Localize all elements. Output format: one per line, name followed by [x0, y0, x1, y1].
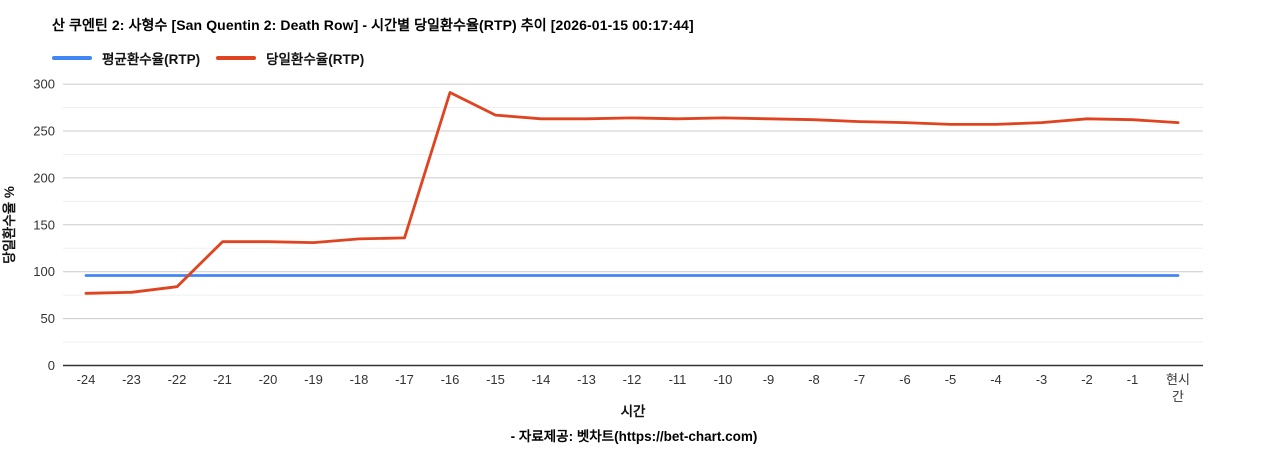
x-tick-label: -17 — [395, 372, 414, 387]
chart-legend: 평균환수율(RTP) 당일환수율(RTP) — [52, 48, 364, 68]
x-tick-label: -18 — [350, 372, 369, 387]
x-tick-label: -1 — [1127, 372, 1139, 387]
legend-item-daily-rtp: 당일환수율(RTP) — [216, 48, 364, 68]
x-tick-label: -22 — [168, 372, 187, 387]
x-tick-label: -7 — [854, 372, 866, 387]
x-tick-label: -16 — [441, 372, 460, 387]
minor-gridlines — [63, 107, 1203, 343]
y-tick-label: 0 — [48, 358, 55, 373]
legend-label-daily: 당일환수율(RTP) — [266, 52, 365, 67]
y-tick-label: 100 — [33, 264, 55, 279]
x-tick-label: -9 — [763, 372, 775, 387]
y-tick-label: 300 — [33, 77, 55, 92]
y-axis-title: 당일환수율 % — [1, 186, 17, 264]
x-tick-label: -11 — [669, 372, 687, 387]
series-line-daily-rtp — [84, 91, 1180, 295]
source-credit: - 자료제공: 벳차트(https://bet-chart.com) — [510, 429, 758, 444]
x-tick-label: -13 — [577, 372, 596, 387]
x-tick-label: -19 — [304, 372, 323, 387]
x-tick-label: -23 — [122, 372, 141, 387]
x-axis-tick-labels: -24 -23 -22 -21 -20 -19 -18 -17 -16 -15 -14 -13 -12 -… — [77, 372, 1190, 404]
x-tick-label: -2 — [1081, 372, 1093, 387]
legend-item-average-rtp: 평균환수율(RTP) — [52, 48, 200, 68]
x-tick-label: -10 — [714, 372, 733, 387]
legend-line-swatch-daily — [216, 56, 257, 60]
x-tick-label: -6 — [899, 372, 911, 387]
x-tick-label: -20 — [259, 372, 278, 387]
y-tick-label: 150 — [33, 217, 55, 232]
x-tick-label: -4 — [990, 372, 1002, 387]
y-axis-tick-labels: 0 50 100 150 200 250 300 — [33, 77, 55, 373]
x-tick-label: -14 — [532, 372, 551, 387]
x-tick-label: -24 — [77, 372, 96, 387]
x-tick-label: -12 — [623, 372, 642, 387]
chart-title: 산 쿠엔틴 2: 사형수 [San Quentin 2: Death Row] … — [52, 17, 694, 33]
x-tick-label: -15 — [486, 372, 505, 387]
legend-label-average: 평균환수율(RTP) — [102, 52, 201, 67]
y-tick-label: 250 — [33, 124, 55, 139]
legend-line-swatch-average — [52, 56, 92, 60]
y-tick-label: 200 — [33, 170, 55, 185]
x-tick-label: 현시 간 — [1166, 372, 1190, 404]
x-axis-title: 시간 — [621, 403, 646, 419]
major-gridlines — [63, 83, 1203, 320]
y-tick-label: 50 — [41, 311, 55, 326]
x-tick-label: -3 — [1036, 372, 1048, 387]
x-tick-label: -21 — [213, 372, 232, 387]
x-tick-label: -5 — [945, 372, 957, 387]
x-tick-label: -8 — [808, 372, 820, 387]
